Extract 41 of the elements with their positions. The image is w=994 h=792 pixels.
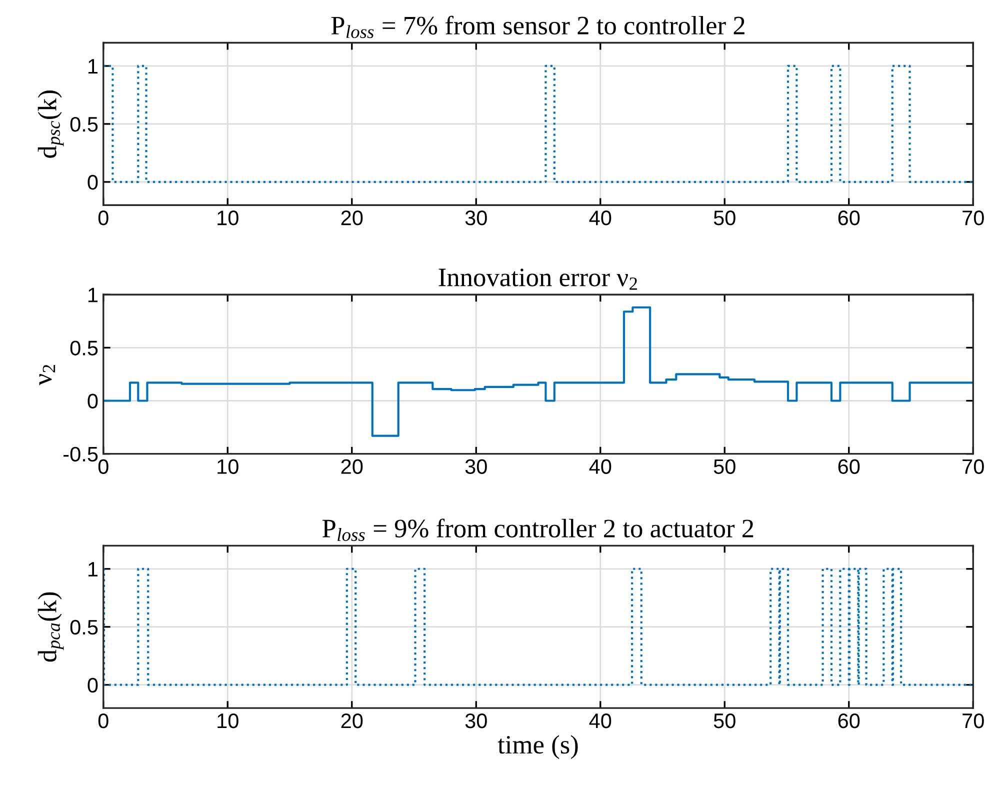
y-tick-label: 0 <box>88 394 98 409</box>
y-axis-title: ν$_{2}$ <box>39 364 56 386</box>
x-tick-label: 20 <box>341 459 363 474</box>
x-tick-label: 30 <box>465 713 487 728</box>
x-tick-label: 40 <box>589 210 612 226</box>
x-tick-label: 20 <box>341 210 363 226</box>
y-tick-label: 0.5 <box>70 116 98 132</box>
y-tick-label: 0.5 <box>70 340 98 356</box>
x-tick-label: 50 <box>714 210 736 226</box>
x-tick-label: 0 <box>98 713 108 728</box>
y-axis-title: d$_{pca}$(k) <box>38 592 64 662</box>
y-tick-label: 0 <box>88 174 98 190</box>
x-tick-label: 40 <box>589 459 612 474</box>
x-tick-label: 10 <box>218 210 238 226</box>
x-tick-label: 0 <box>98 210 108 226</box>
y-tick-label: 1 <box>88 288 98 302</box>
x-tick-label: 10 <box>218 459 238 474</box>
x-axis-title: time (s) <box>498 735 578 760</box>
x-tick-label: 60 <box>838 210 860 226</box>
x-tick-label: 10 <box>218 713 238 728</box>
chart-title: Innovation error ν$_{2}$ <box>438 268 637 290</box>
x-tick-label: 70 <box>962 210 984 226</box>
y-tick-label: -0.5 <box>64 446 98 462</box>
x-tick-label: 50 <box>714 713 736 728</box>
y-tick-label: 0.5 <box>70 620 98 635</box>
x-tick-label: 60 <box>838 459 860 474</box>
x-tick-label: 30 <box>465 459 487 474</box>
y-tick-label: 1 <box>88 59 98 74</box>
x-tick-label: 30 <box>465 210 487 226</box>
x-tick-label: 50 <box>714 459 736 474</box>
y-axis-title: d$_{psc}$(k) <box>38 90 64 158</box>
x-tick-label: 40 <box>589 713 612 728</box>
x-tick-label: 0 <box>98 459 108 474</box>
x-tick-label: 20 <box>341 713 363 728</box>
x-tick-label: 60 <box>838 713 860 728</box>
x-tick-label: 70 <box>962 713 984 728</box>
x-tick-label: 70 <box>962 459 984 474</box>
chart-title: P$_{loss}$ = 9% from controller 2 to actuator 2 <box>322 518 754 542</box>
chart-title: P$_{loss}$ = 7% from sensor 2 to controller 2 <box>331 16 744 38</box>
y-tick-label: 0 <box>88 678 98 693</box>
y-tick-label: 1 <box>88 562 98 576</box>
